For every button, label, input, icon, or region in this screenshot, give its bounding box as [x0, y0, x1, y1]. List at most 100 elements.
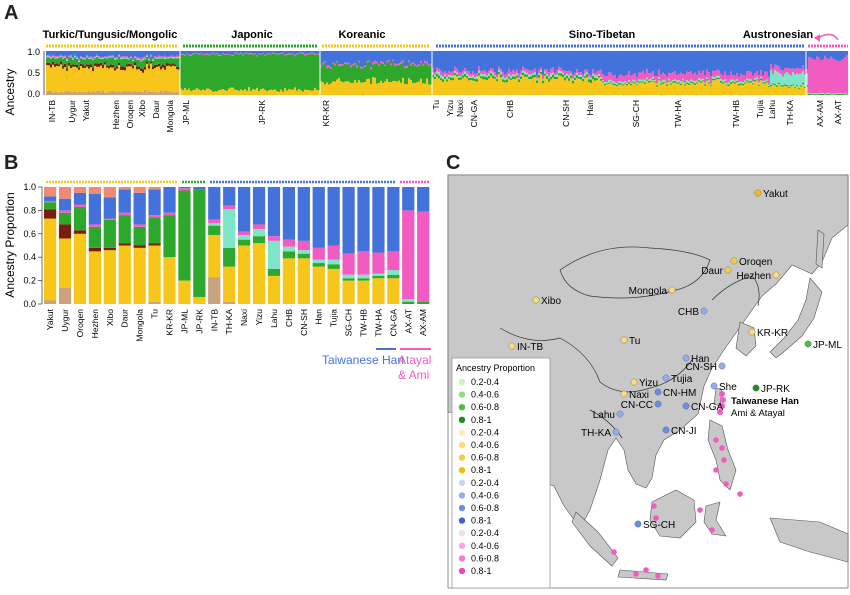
panel-b-bar-segment — [252, 187, 266, 225]
panel-b-bar-segment — [357, 280, 370, 304]
panel-c-letter: C — [446, 152, 461, 174]
map-site-marker — [634, 520, 642, 528]
map-site-label: Mongola — [629, 286, 668, 297]
panel-b-bar-segment — [417, 301, 430, 304]
panel-b-bar-segment — [223, 301, 236, 304]
panel-b-bar-segment — [252, 224, 266, 230]
panel-b-bar-segment — [402, 210, 415, 300]
panel-a-xtick-label: Lahu — [767, 100, 777, 119]
panel-b-bar-segment — [44, 202, 57, 210]
panel-a-xtick-label: Naxi — [455, 100, 465, 117]
panel-b-bar-segment — [88, 247, 102, 252]
panel-b-bar-segment — [133, 245, 146, 248]
panel-b-bar-segment — [387, 270, 400, 275]
panel-b-bar-segment — [118, 189, 131, 213]
panel-b-bar-segment — [238, 234, 251, 240]
panel-a-xtick-label: TW-HB — [731, 100, 741, 128]
map-site-marker — [508, 342, 516, 350]
panel-b-bar-segment — [297, 240, 310, 251]
map-site-marker — [620, 336, 628, 344]
panel-b-bar-segment — [282, 258, 296, 304]
map-site-label: CN-CC — [621, 400, 653, 411]
panel-b-bar-segment — [282, 246, 296, 252]
panel-b-bar-segment — [58, 287, 72, 304]
panel-a-xtick-label: SG-CH — [631, 100, 641, 127]
legend-swatch — [458, 530, 466, 537]
legend-label: 0.2-0.4 — [471, 528, 499, 538]
legend-label: 0.6-0.8 — [471, 453, 499, 463]
legend-label: 0.4-0.6 — [471, 440, 499, 450]
panel-b-xtick-label: Oroqen — [75, 309, 85, 338]
map-site-marker — [620, 390, 628, 398]
map-site-marker — [730, 257, 738, 265]
panel-b-bar-segment — [402, 299, 415, 302]
legend-swatch — [458, 467, 466, 474]
panel-b-xtick-label: IN-TB — [209, 309, 219, 332]
legend-swatch — [458, 378, 466, 386]
map-site-label: Oroqen — [739, 257, 772, 268]
annotation-atayal: Atayal — [398, 353, 431, 367]
panel-a-xtick-label: Mongola — [165, 100, 175, 133]
map-site-label: CN-JI — [671, 426, 697, 437]
panel-a-group-label-0: Turkic/Tungusic/Mongolic — [43, 29, 178, 41]
map-site-marker — [772, 271, 780, 279]
panel-c-map: Yakut Oroqen Daur Hezhen Mongola Xibo CHB KR-KR… — [447, 174, 849, 589]
panel-b-bar-segment — [223, 247, 236, 267]
panel-b-bar-segment — [402, 187, 415, 211]
panel-b-bar-segment — [238, 245, 251, 304]
panel-b-bar-segment — [44, 201, 57, 203]
legend-swatch — [458, 492, 466, 499]
panel-b-bar-segment — [357, 187, 370, 252]
panel-b-xtick-label: Hezhen — [90, 309, 100, 339]
legend-label: 0.4-0.6 — [471, 490, 499, 500]
panel-b-bar-segment — [372, 275, 385, 279]
map-site-marker — [668, 286, 676, 294]
panel-a-xtick-label: Oroqen — [125, 100, 135, 129]
panel-b-bar-segment — [312, 266, 325, 304]
panel-b-bar-segment — [208, 225, 221, 235]
panel-b-xtick-label: CN-GA — [388, 309, 398, 337]
panel-b-bar-segment — [372, 273, 385, 276]
panel-b-bar-segment — [73, 230, 87, 234]
panel-b-bar-segment — [73, 192, 87, 205]
panel-b-bar-segment — [387, 274, 400, 279]
map-site-marker — [612, 428, 620, 436]
panel-b-bar-segment — [178, 190, 191, 281]
panel-b-bar-segment — [73, 233, 87, 304]
panel-b-bar-segment — [387, 251, 400, 271]
map-site-marker — [752, 384, 760, 392]
panel-b-bar-segment — [103, 219, 116, 248]
panel-a-xtick-label: Tu — [431, 100, 441, 110]
map-site-marker — [654, 388, 662, 396]
panel-b-xtick-label: JP-RK — [194, 309, 204, 334]
panel-b-bar-segment — [267, 236, 281, 241]
map-site-label: CN-GA — [691, 402, 724, 413]
map-site-marker — [662, 426, 670, 434]
legend-swatch — [458, 441, 466, 449]
panel-b-bar-segment — [58, 210, 72, 213]
legend-label: 0.2-0.4 — [471, 377, 499, 387]
panel-b-bar-segment — [417, 211, 430, 302]
panel-b-xtick-label: TW-HA — [373, 309, 383, 337]
panel-b-bar-segment — [402, 301, 415, 304]
panel-b-xtick-label: Lahu — [269, 309, 279, 328]
map-site-marker — [754, 189, 762, 197]
panel-b-bar-segment — [148, 301, 161, 304]
map-site-label: SG-CH — [643, 520, 675, 531]
panel-b-bar-segment — [238, 231, 251, 235]
panel-a-xtick-label: Han — [585, 100, 595, 116]
panel-b-bar-segment — [148, 187, 161, 190]
map-site-marker — [748, 328, 756, 336]
panel-b-bar-segment — [148, 243, 161, 246]
panel-b-xtick-label: Uygur — [60, 309, 70, 332]
panel-b-bar-segment — [267, 275, 281, 304]
panel-b-bar-segment — [44, 218, 57, 301]
panel-b-bar-segment — [238, 187, 251, 232]
legend-label: 0.6-0.8 — [471, 503, 499, 513]
panel-b-letter: B — [4, 152, 19, 174]
panel-b-ytick-label: 0.4 — [23, 252, 36, 262]
panel-b-bar-segment — [193, 296, 206, 304]
panel-b-bar-segment — [327, 187, 340, 246]
map-site-label: KR-KR — [757, 328, 788, 339]
panel-b-ytick-label: 0.6 — [23, 229, 36, 239]
